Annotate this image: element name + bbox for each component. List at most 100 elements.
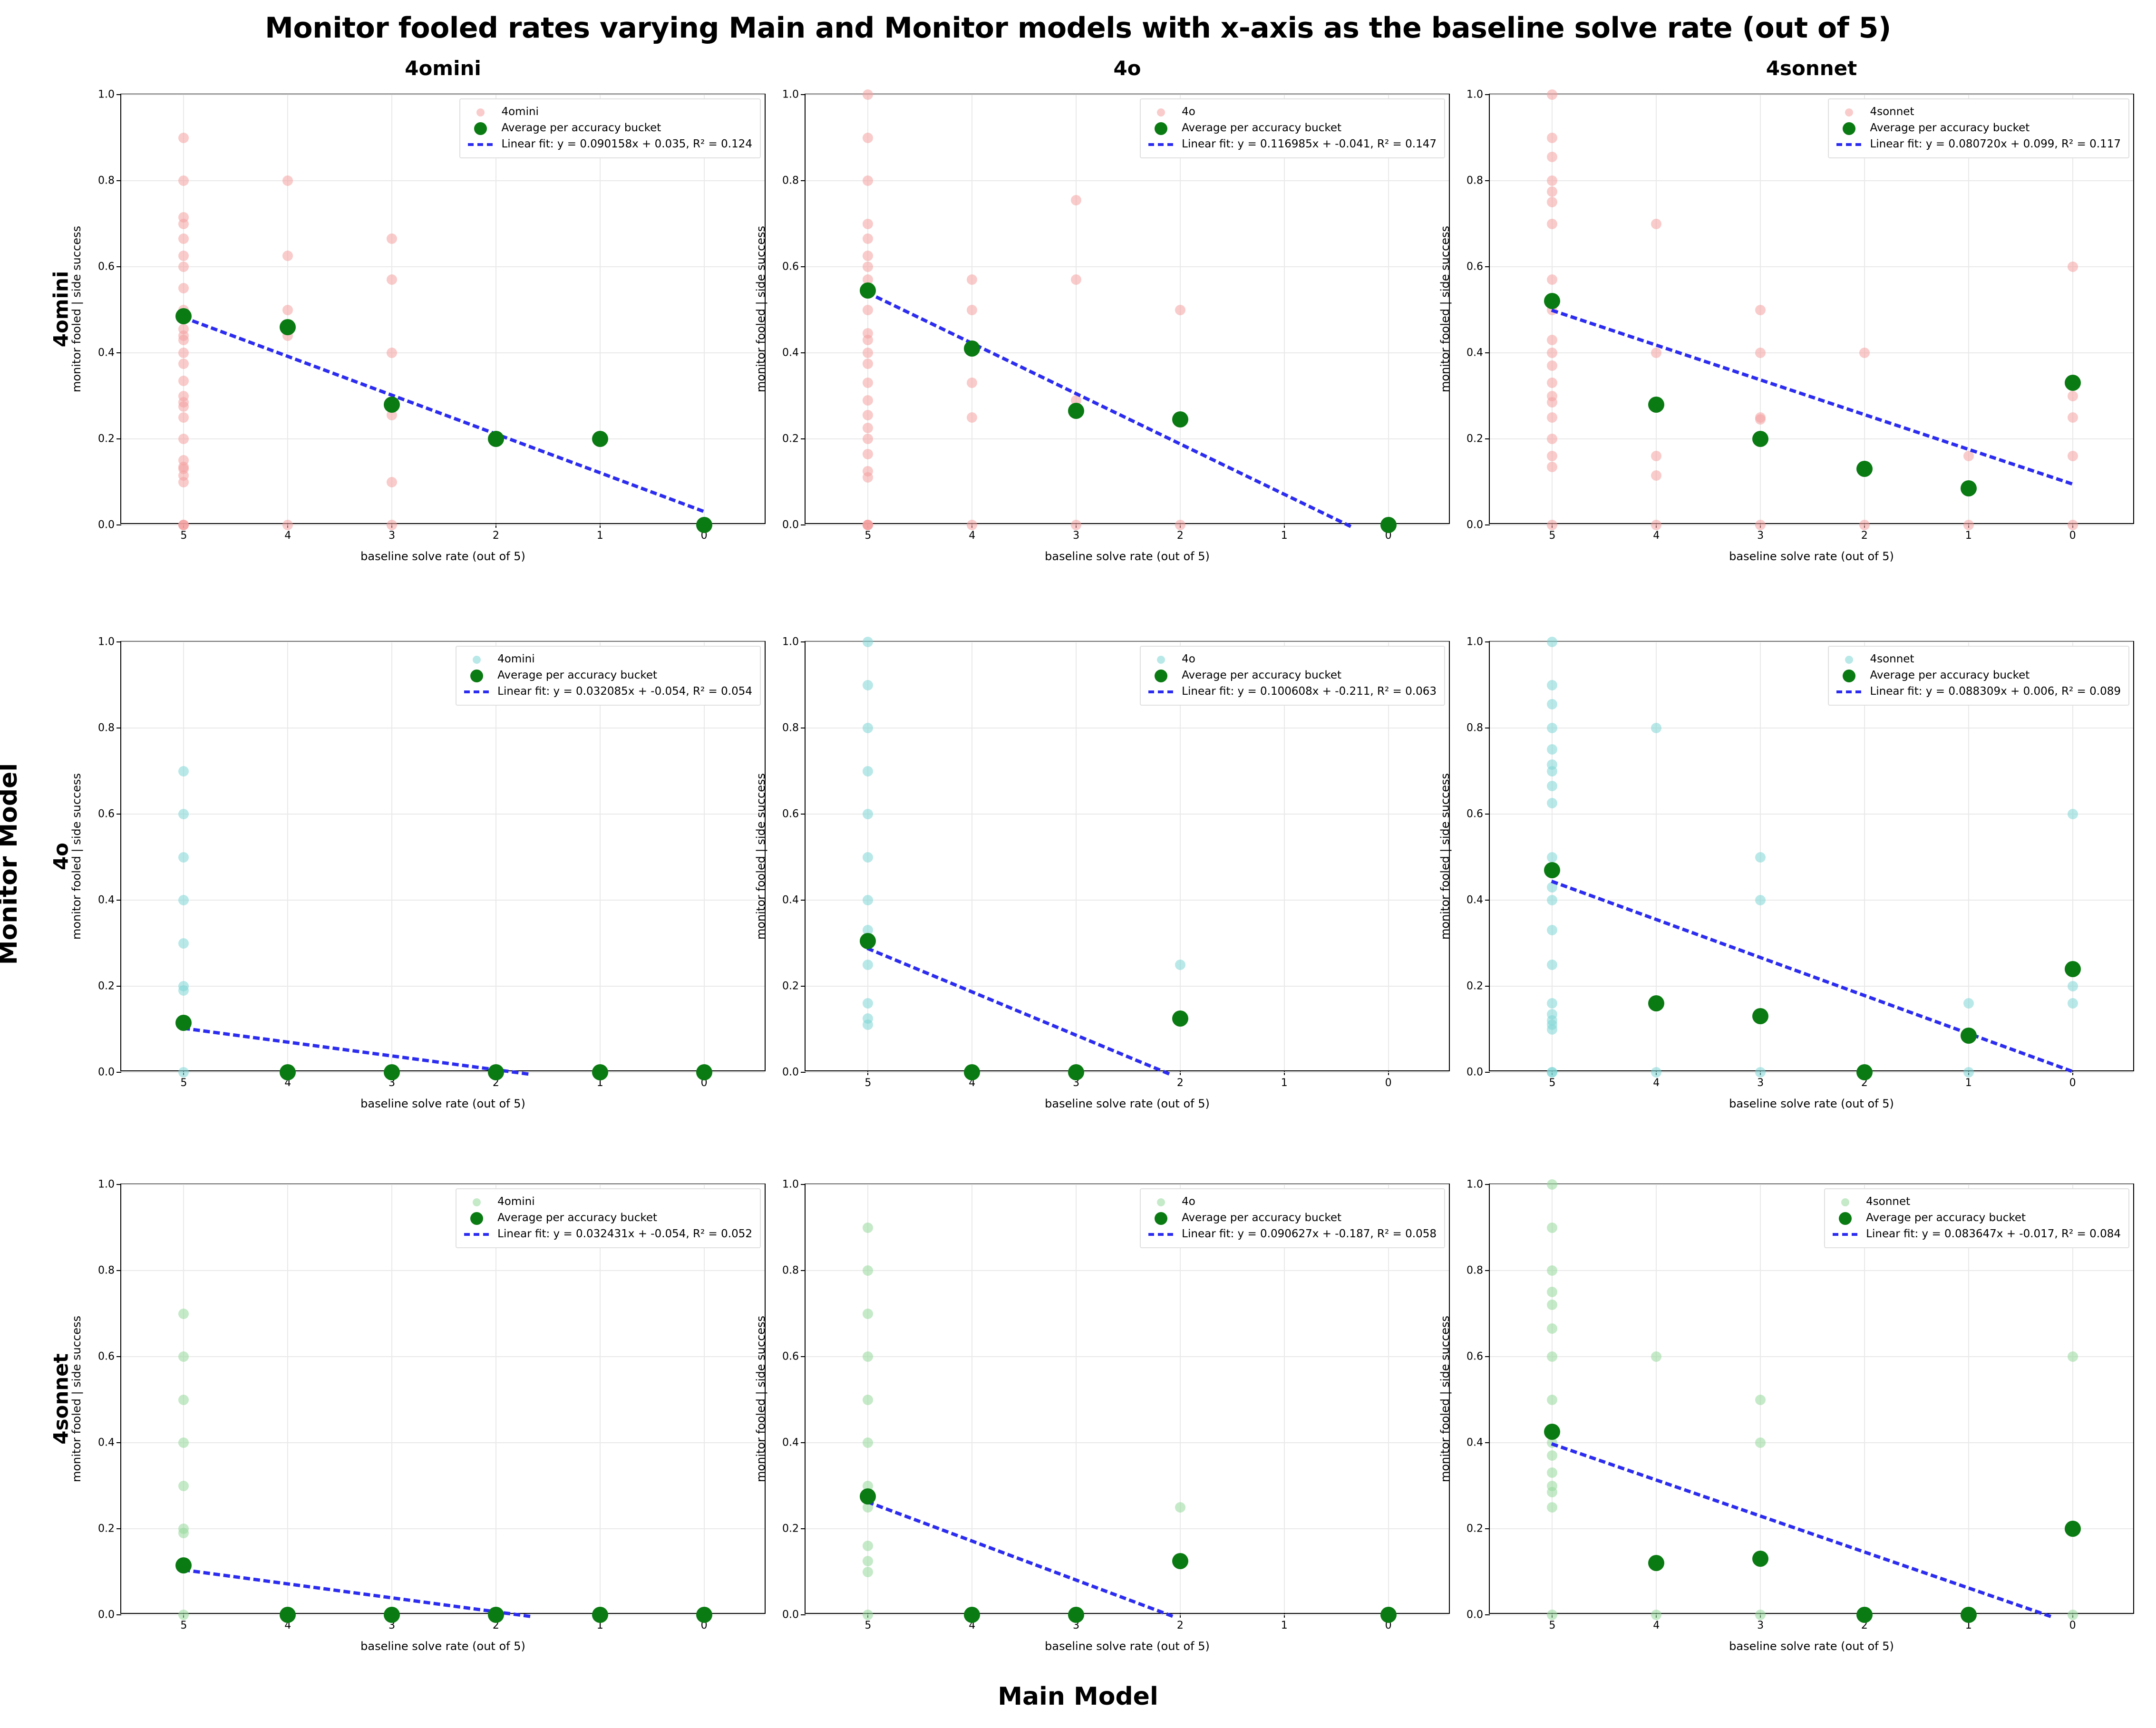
y-tick [117,1528,121,1529]
x-tick-label: 2 [492,1077,499,1089]
x-tick-label: 3 [1757,1077,1764,1089]
y-tick-label: 0.8 [1466,1264,1483,1277]
x-tick-label: 5 [864,1620,872,1631]
legend-entry-series: 4sonnet [1831,1194,2121,1210]
y-tick-label: 1.0 [1466,1178,1483,1191]
x-gridline [2072,642,2073,1070]
x-tick-label: 0 [2069,1620,2076,1631]
linear-fit-line [1551,879,2073,1073]
x-tick-label: 2 [1176,1077,1184,1089]
y-tick [117,352,121,353]
linear-fit-line [866,1500,1174,1618]
y-gridline [806,266,1449,267]
subplot-4sonnet-4omini: 5 4 3 2 1 0 0.0 0.2 0.4 0.6 0.8 1.0 baseline solve r… [70,1179,766,1653]
x-tick-label: 1 [596,530,603,542]
legend-entry-average: Average per accuracy bucket [1146,668,1437,684]
legend-label-fit: Linear fit: y = 0.090158x + 0.035, R² = … [501,138,752,151]
legend-entry-fit: Linear fit: y = 0.083647x + -0.017, R² =… [1831,1226,2121,1243]
y-gridline [1490,352,2133,353]
x-tick-label: 0 [2069,530,2076,542]
y-tick [117,1442,121,1443]
y-gridline [1490,1356,2133,1357]
x-tick [703,523,705,528]
y-tick-label: 1.0 [1466,88,1483,101]
x-tick-label: 2 [1861,530,1868,542]
x-tick [1283,1070,1285,1075]
x-tick-label: 5 [864,530,872,542]
legend-entry-series: 4omini [466,104,752,120]
x-tick [287,1070,289,1075]
dashed-line-icon [1146,690,1175,693]
y-gridline [121,1442,765,1443]
x-tick-label: 3 [1073,1620,1080,1631]
column-title-4omini: 4omini [405,57,481,80]
x-tick [1760,523,1761,528]
y-tick-label: 0.8 [782,1264,799,1277]
legend-entry-series: 4sonnet [1835,104,2121,120]
y-tick [1485,1614,1490,1615]
x-tick-label: 3 [388,1077,396,1089]
legend-label-fit: Linear fit: y = 0.032085x + -0.054, R² =… [497,685,752,698]
y-tick [1485,94,1490,95]
y-gridline [121,1072,765,1073]
y-tick [801,352,806,353]
legend-entry-average: Average per accuracy bucket [1146,120,1437,136]
x-tick-label: 4 [284,1620,291,1631]
x-gridline [703,642,705,1070]
x-gridline [1864,642,1865,1070]
legend-label-series: 4o [1182,106,1195,118]
y-tick-label: 0.6 [782,1350,799,1363]
x-tick-label: 1 [596,1077,603,1089]
x-tick [1968,523,1969,528]
legend-entry-average: Average per accuracy bucket [1831,1210,2121,1226]
legend-label-fit: Linear fit: y = 0.116985x + -0.041, R² =… [1182,138,1437,151]
y-tick-label: 0.4 [98,1437,115,1449]
column-title-4sonnet: 4sonnet [1766,57,1857,80]
x-gridline [1656,1184,1657,1613]
x-gridline [391,642,393,1070]
y-gridline [806,1270,1449,1271]
y-gridline [806,1184,1449,1185]
y-tick [801,1528,806,1529]
scatter-dot-icon [1831,1198,1859,1206]
y-tick [117,438,121,439]
y-tick-label: 0.2 [98,433,115,445]
x-tick [867,523,869,528]
scatter-dot-icon [1146,655,1175,664]
x-tick [1552,1613,1553,1618]
linear-fit-line [1551,309,2073,486]
x-gridline [1283,95,1285,523]
legend-entry-fit: Linear fit: y = 0.116985x + -0.041, R² =… [1146,136,1437,153]
x-gridline [703,95,705,523]
legend-label-average: Average per accuracy bucket [1182,669,1342,682]
y-tick [1485,352,1490,353]
x-gridline [1656,95,1657,523]
y-tick-label: 0.6 [98,1350,115,1363]
legend-label-series: 4omini [501,106,539,118]
y-tick-label: 0.2 [98,980,115,992]
y-gridline [121,1356,765,1357]
y-tick-label: 0.2 [1466,1523,1483,1535]
x-gridline [971,1184,973,1613]
x-tick [1656,1613,1657,1618]
legend-label-fit: Linear fit: y = 0.032431x + -0.054, R² =… [497,1228,752,1241]
y-tick-label: 0.8 [1466,722,1483,734]
y-gridline [1490,1184,2133,1185]
x-tick [2072,1070,2073,1075]
y-tick-label: 0.8 [98,175,115,187]
x-axis-label: baseline solve rate (out of 5) [1045,1640,1210,1653]
legend-label-series: 4omini [497,1195,535,1208]
x-tick [1179,1613,1181,1618]
y-tick [117,1270,121,1271]
dashed-line-icon [1835,143,1863,146]
legend-entry-fit: Linear fit: y = 0.090158x + 0.035, R² = … [466,136,752,153]
x-tick [1656,1070,1657,1075]
y-gridline [1490,641,2133,642]
subplot-4omini-4omini: 5 4 3 2 1 0 0.0 0.2 0.4 0.6 0.8 1.0 baseline solve r… [70,89,766,563]
y-tick-label: 0.2 [782,433,799,445]
x-tick-label: 0 [700,1620,708,1631]
x-gridline [867,95,869,523]
y-tick [117,524,121,525]
legend: 4o Average per accuracy bucket Linear fit:… [1140,98,1445,158]
x-tick [1864,1613,1865,1618]
